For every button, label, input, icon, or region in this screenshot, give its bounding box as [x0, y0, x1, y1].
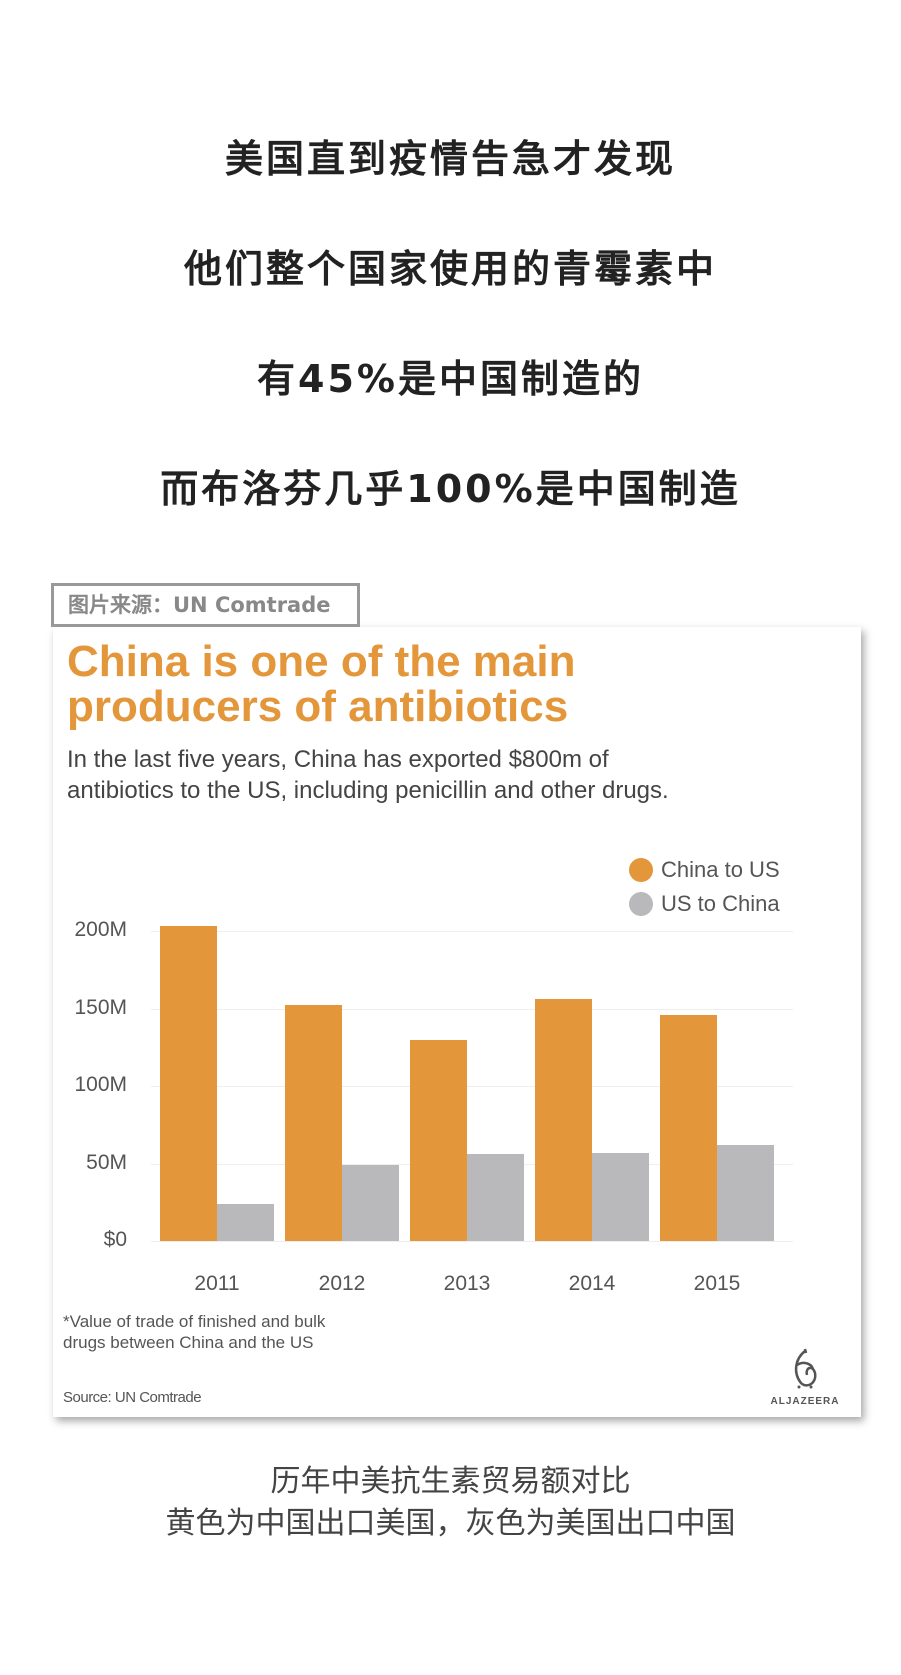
footnote-line-2: drugs between China and the US — [63, 1333, 314, 1352]
aljazeera-calligraphy-icon — [794, 1348, 817, 1389]
x-tick-label: 2013 — [443, 1272, 491, 1295]
legend-label: China to US — [661, 857, 780, 882]
bar-china-to-us — [160, 926, 217, 1241]
legend-item-china-to-us: China to US — [629, 857, 780, 883]
bar-us-to-china — [217, 1203, 274, 1241]
x-tick-label: 2015 — [693, 1272, 741, 1295]
aljazeera-logo: ALJAZEERA — [765, 1347, 845, 1407]
intro-line-3: 有45%是中国制造的 — [257, 357, 644, 401]
image-source-tag: 图片来源：UN Comtrade — [51, 583, 360, 627]
legend-label: US to China — [661, 891, 780, 916]
y-tick-label: 150M — [74, 995, 127, 1019]
bar-us-to-china — [592, 1152, 649, 1241]
x-tick-label: 2014 — [568, 1272, 616, 1295]
x-tick-label: 2012 — [318, 1272, 366, 1295]
gridline — [151, 1086, 793, 1087]
bar-china-to-us — [535, 999, 592, 1241]
legend-item-us-to-china: US to China — [629, 891, 780, 917]
bar-china-to-us — [660, 1014, 717, 1241]
chart-title-line-1: China is one of the main — [67, 637, 576, 686]
bar-us-to-china — [717, 1144, 774, 1241]
chart-source: Source: UN Comtrade — [63, 1389, 202, 1406]
legend-swatch-gray — [629, 892, 653, 916]
gridline — [151, 1008, 793, 1010]
chart-subtitle-line-1: In the last five years, China has export… — [67, 746, 609, 773]
caption-line-2: 黄色为中国出口美国，灰色为美国出口中国 — [165, 1506, 736, 1541]
legend-swatch-orange — [629, 858, 653, 882]
gridline — [151, 1241, 793, 1242]
x-tick-label: 2011 — [194, 1272, 240, 1295]
gridline — [151, 931, 793, 932]
caption-line-1: 历年中美抗生素贸易额对比 — [270, 1464, 631, 1499]
intro-line-4: 而布洛芬几乎100%是中国制造 — [160, 467, 741, 511]
aljazeera-logo-text: ALJAZEERA — [770, 1396, 840, 1407]
y-tick-label: 200M — [74, 918, 127, 941]
intro-line-1: 美国直到疫情告急才发现 — [224, 137, 676, 181]
y-tick-label: 50M — [86, 1150, 127, 1174]
chart-title-line-2: producers of antibiotics — [67, 682, 569, 731]
bar-us-to-china — [342, 1165, 399, 1241]
bar-china-to-us — [410, 1039, 467, 1241]
chart-card: China is one of the main producers of an… — [53, 627, 861, 1417]
bar-us-to-china — [467, 1154, 524, 1241]
chart-subtitle-line-2: antibiotics to the US, including penicil… — [67, 777, 669, 804]
y-tick-label: $0 — [103, 1228, 127, 1251]
intro-line-2: 他们整个国家使用的青霉素中 — [183, 247, 717, 291]
footnote-line-1: *Value of trade of finished and bulk — [63, 1312, 326, 1331]
y-tick-label: 100M — [74, 1073, 127, 1096]
bar-china-to-us — [285, 1005, 342, 1241]
